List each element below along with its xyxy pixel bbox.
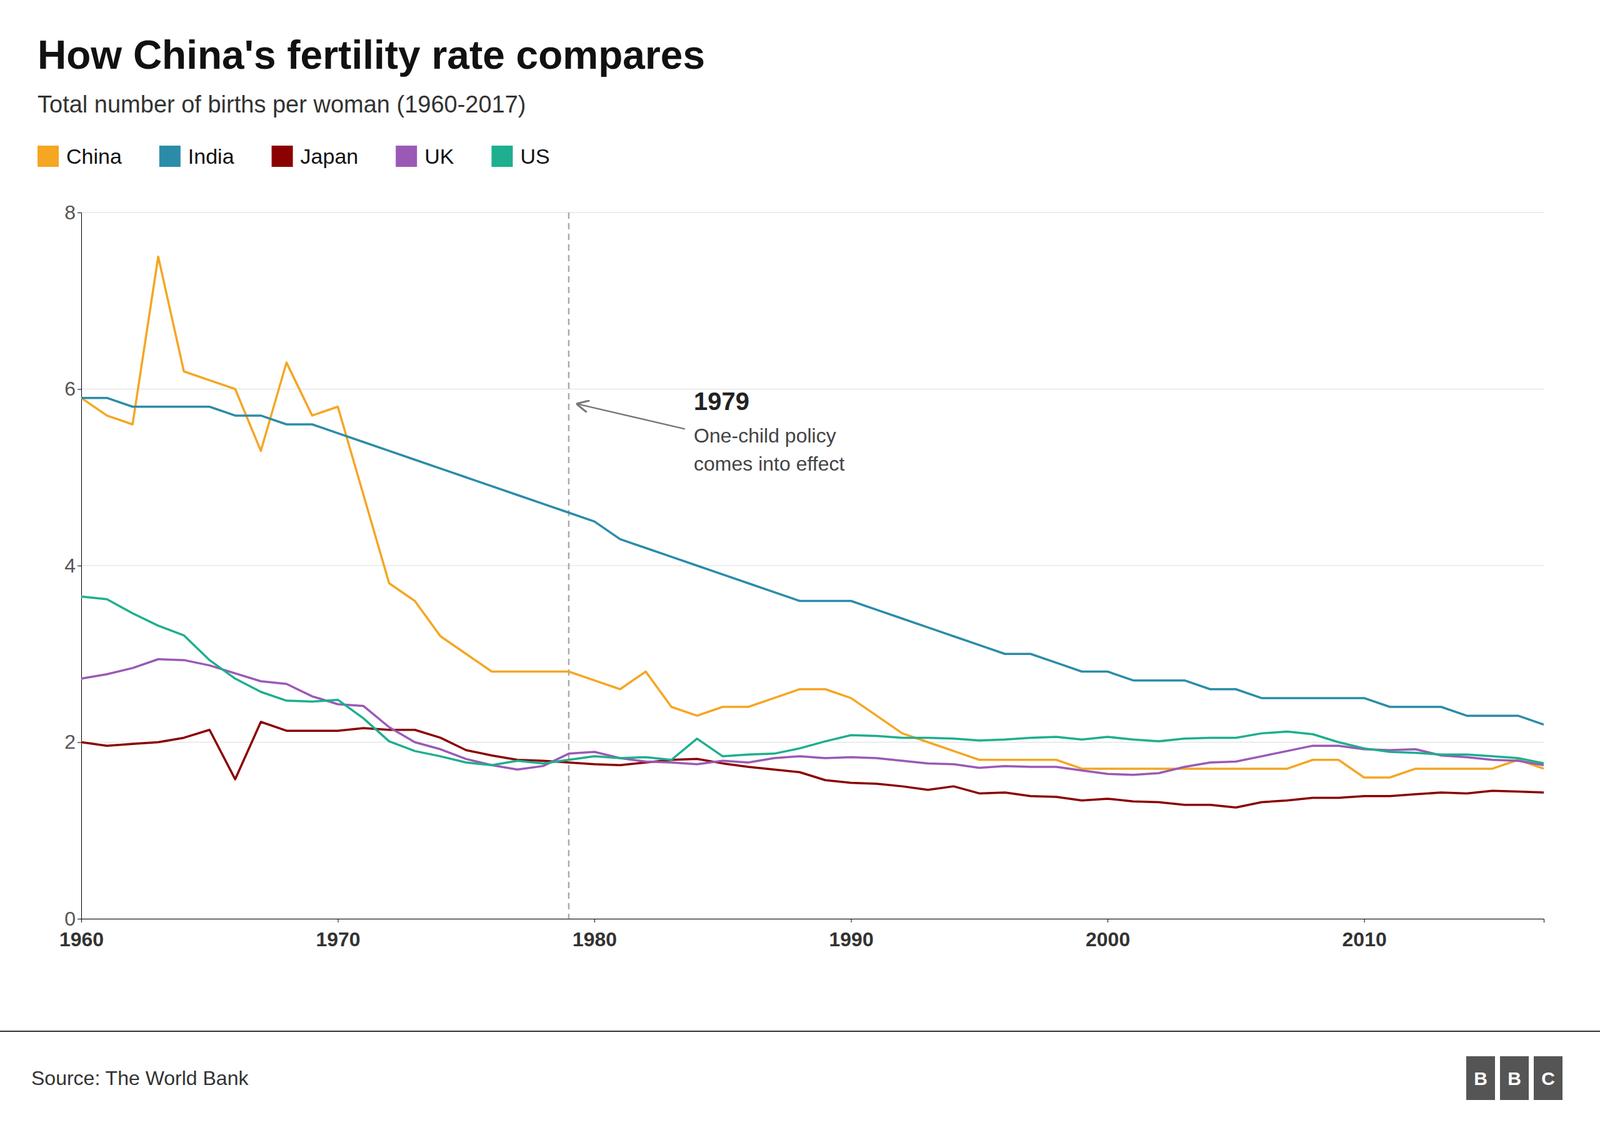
x-tick: 2010: [1342, 918, 1387, 951]
x-tick: 1990: [828, 918, 874, 951]
legend-label: US: [520, 144, 550, 169]
y-axis-line: [77, 213, 82, 920]
plot-area: [81, 212, 1544, 919]
annotation-text-line: One-child policy: [693, 424, 837, 447]
logo-box: [1466, 1056, 1495, 1100]
legend-swatch: [159, 145, 181, 167]
annotation-text-line: comes into effect: [693, 452, 845, 475]
y-tick-label: 0: [64, 907, 76, 930]
y-tick-mark: [77, 212, 82, 214]
chart: How China's fertility rate compares Total…: [0, 0, 1600, 1125]
y-axis: 0 2 4 6 8: [64, 201, 82, 930]
x-tick-label: 1990: [828, 928, 874, 951]
x-tick-mark: [851, 918, 852, 923]
y-tick-label: 8: [64, 201, 76, 224]
annotation-text: One-child policy comes into effect: [693, 424, 845, 475]
legend-item: India: [159, 144, 235, 169]
logo-letter: B: [1473, 1068, 1488, 1089]
x-tick-label: 1970: [315, 928, 360, 951]
x-tick-mark: [594, 918, 595, 923]
y-tick-mark: [77, 565, 82, 567]
series-line: [81, 721, 1544, 808]
annotations: 1979 One-child policy comes into effect: [577, 387, 845, 475]
x-tick-mark: [1107, 918, 1109, 923]
logo-letter: C: [1541, 1068, 1555, 1089]
logo: BBC: [1466, 1056, 1563, 1100]
y-tick-mark: [77, 918, 82, 920]
logo-box: [1500, 1056, 1529, 1100]
legend-label: China: [66, 144, 122, 169]
series-line: [81, 256, 1544, 778]
legend-swatch: [395, 145, 417, 167]
y-tick: 2: [64, 730, 82, 754]
legend-swatch: [271, 145, 294, 167]
legend-label: India: [188, 144, 235, 169]
legend-label: Japan: [300, 144, 359, 169]
y-tick-label: 2: [64, 730, 76, 754]
x-axis: 1960 1970 1980 1990 2000 2010: [59, 918, 1545, 951]
annotation-arrow: [577, 403, 685, 429]
x-tick: 1980: [572, 918, 617, 951]
series-line: [81, 659, 1544, 775]
subtitle: Total number of births per woman (1960-2…: [37, 91, 527, 118]
legend-swatch: [491, 145, 513, 167]
legend-item: UK: [395, 144, 455, 169]
grid: [81, 212, 1544, 919]
legend-swatch: [37, 145, 59, 167]
legend-label: UK: [424, 144, 455, 169]
y-tick-mark: [77, 742, 82, 744]
series-line: [81, 596, 1544, 765]
legend-item: US: [491, 144, 550, 169]
y-tick-label: 6: [64, 377, 76, 400]
source: Source: The World Bank: [31, 1066, 249, 1090]
logo-letter: B: [1507, 1068, 1522, 1089]
y-tick: 4: [64, 554, 82, 577]
y-tick-label: 4: [64, 554, 76, 577]
x-tick-mark: [338, 918, 339, 923]
title: How China's fertility rate compares: [37, 32, 705, 78]
x-axis-line: [81, 919, 1545, 924]
logo-box: [1533, 1056, 1563, 1100]
y-tick: 0: [64, 907, 82, 930]
x-tick-label: 1980: [572, 928, 617, 951]
grid-line: [81, 565, 1544, 567]
x-tick-mark: [1364, 918, 1365, 923]
footer-separator: [0, 1030, 1600, 1032]
annotation-label: 1979: [693, 387, 750, 415]
series-line: [81, 398, 1544, 725]
x-tick-label: 2010: [1342, 928, 1387, 951]
legend-item: Japan: [271, 144, 359, 169]
y-tick: 6: [64, 377, 82, 400]
y-tick-mark: [77, 389, 82, 390]
grid-line: [81, 741, 1544, 743]
x-tick-label: 1960: [59, 928, 104, 951]
annotation-line: [568, 212, 570, 919]
legend-item: China: [37, 144, 122, 169]
grid-line: [81, 212, 1544, 214]
legend: China India Japan UK US: [37, 144, 550, 169]
y-tick: 8: [64, 201, 82, 224]
x-tick: 1970: [315, 918, 360, 951]
x-tick: 2000: [1085, 918, 1130, 951]
x-tick-label: 2000: [1085, 928, 1130, 951]
